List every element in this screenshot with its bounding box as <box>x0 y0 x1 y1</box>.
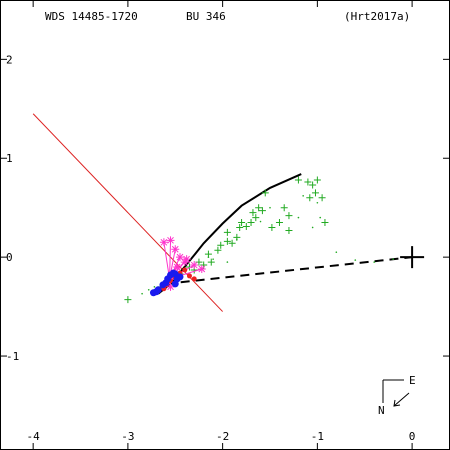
primary-star-marker <box>400 246 425 269</box>
micrometry-point-15 <box>233 233 241 241</box>
dot-point-8 <box>316 201 319 204</box>
micrometry-point-20 <box>255 204 263 212</box>
speckle-point-5 <box>182 255 191 264</box>
micrometry-point-34 <box>321 219 329 227</box>
dot-point-10 <box>311 226 314 229</box>
micrometry-point-19 <box>249 209 257 217</box>
interferometry-point-10 <box>171 280 179 288</box>
dot-point-15 <box>392 258 394 260</box>
micrometry-point-0 <box>124 296 132 304</box>
micrometry-point-11 <box>217 241 225 249</box>
header-discoverer: BU 346 <box>186 10 226 23</box>
micrometry-point-14 <box>223 228 231 236</box>
micrometry-point-22 <box>261 189 269 197</box>
speckle-point-0 <box>159 238 168 247</box>
red-point-4 <box>182 267 188 273</box>
x-tick-label-0: -4 <box>27 430 41 443</box>
micrometry-point-26 <box>280 204 288 212</box>
interferometry-point-11 <box>176 273 184 281</box>
micrometry-point-37 <box>238 219 246 227</box>
micrometry-point-27 <box>285 226 293 234</box>
dot-point-14 <box>373 261 376 263</box>
motion-arrowhead <box>393 399 401 407</box>
compass-east-label: E <box>409 374 416 387</box>
micrometry-point-23 <box>268 223 276 231</box>
speckle-point-11 <box>166 282 175 291</box>
micrometry-point-25 <box>285 212 293 220</box>
dot-point-11 <box>269 206 271 209</box>
micrometry-point-35 <box>306 194 314 202</box>
speckle-point-1 <box>166 236 175 245</box>
micrometry-point-32 <box>313 176 321 184</box>
micrometry-point-31 <box>311 189 319 197</box>
interferometry-point-2 <box>154 286 162 294</box>
speckle-point-3 <box>176 253 184 262</box>
micrometry-point-24 <box>275 219 283 227</box>
y-tick-label-0: 2 <box>6 53 13 66</box>
observation-marks <box>124 176 425 304</box>
micrometry-point-9 <box>207 258 215 266</box>
x-tick-label-4: 0 <box>409 430 416 443</box>
dot-point-3 <box>212 258 214 260</box>
speckle-point-6 <box>190 261 199 270</box>
x-tick-label-1: -3 <box>121 430 134 443</box>
dot-point-2 <box>153 286 156 288</box>
line-of-nodes <box>32 113 223 312</box>
dot-point-13 <box>354 259 357 261</box>
header-wds-id: WDS 14485-1720 <box>45 10 138 23</box>
red-point-5 <box>186 273 192 279</box>
micrometry-point-30 <box>309 181 317 189</box>
micrometry-point-12 <box>223 237 231 245</box>
speckle-point-7 <box>197 265 206 274</box>
y-tick-label-3: -1 <box>6 350 19 363</box>
dot-point-1 <box>147 288 150 291</box>
speckle-point-8 <box>173 263 182 272</box>
micrometry-point-29 <box>304 178 312 186</box>
micrometry-point-18 <box>247 219 255 227</box>
motion-arrow <box>393 392 410 407</box>
dot-point-16 <box>226 261 229 263</box>
micrometry-point-17 <box>242 222 250 230</box>
micrometry-point-8 <box>204 250 212 258</box>
dot-point-6 <box>297 216 300 219</box>
x-tick-label-2: -2 <box>216 430 229 443</box>
dot-point-9 <box>319 216 322 219</box>
speckle-point-2 <box>171 245 180 254</box>
compass: E N <box>378 374 416 417</box>
dot-point-0 <box>141 292 143 295</box>
y-tick-label-2: 0 <box>6 251 13 264</box>
micrometry-point-10 <box>214 246 222 254</box>
micrometry-point-21 <box>258 207 266 215</box>
dot-point-7 <box>302 195 304 197</box>
red-point-6 <box>191 276 197 282</box>
micrometry-point-16 <box>236 223 244 231</box>
dot-point-5 <box>259 220 262 223</box>
x-tick-label-3: -1 <box>311 430 324 443</box>
micrometry-point-36 <box>252 214 260 222</box>
periastron-line <box>165 256 413 285</box>
y-tick-label-1: 1 <box>6 152 13 165</box>
compass-north-label: N <box>378 404 385 417</box>
header-reference: (Hrt2017a) <box>344 10 410 23</box>
micrometry-point-13 <box>228 239 236 247</box>
micrometry-point-33 <box>318 194 326 202</box>
dot-point-12 <box>335 251 338 253</box>
micrometry-point-28 <box>294 176 302 184</box>
speckle-point-4 <box>180 258 189 267</box>
